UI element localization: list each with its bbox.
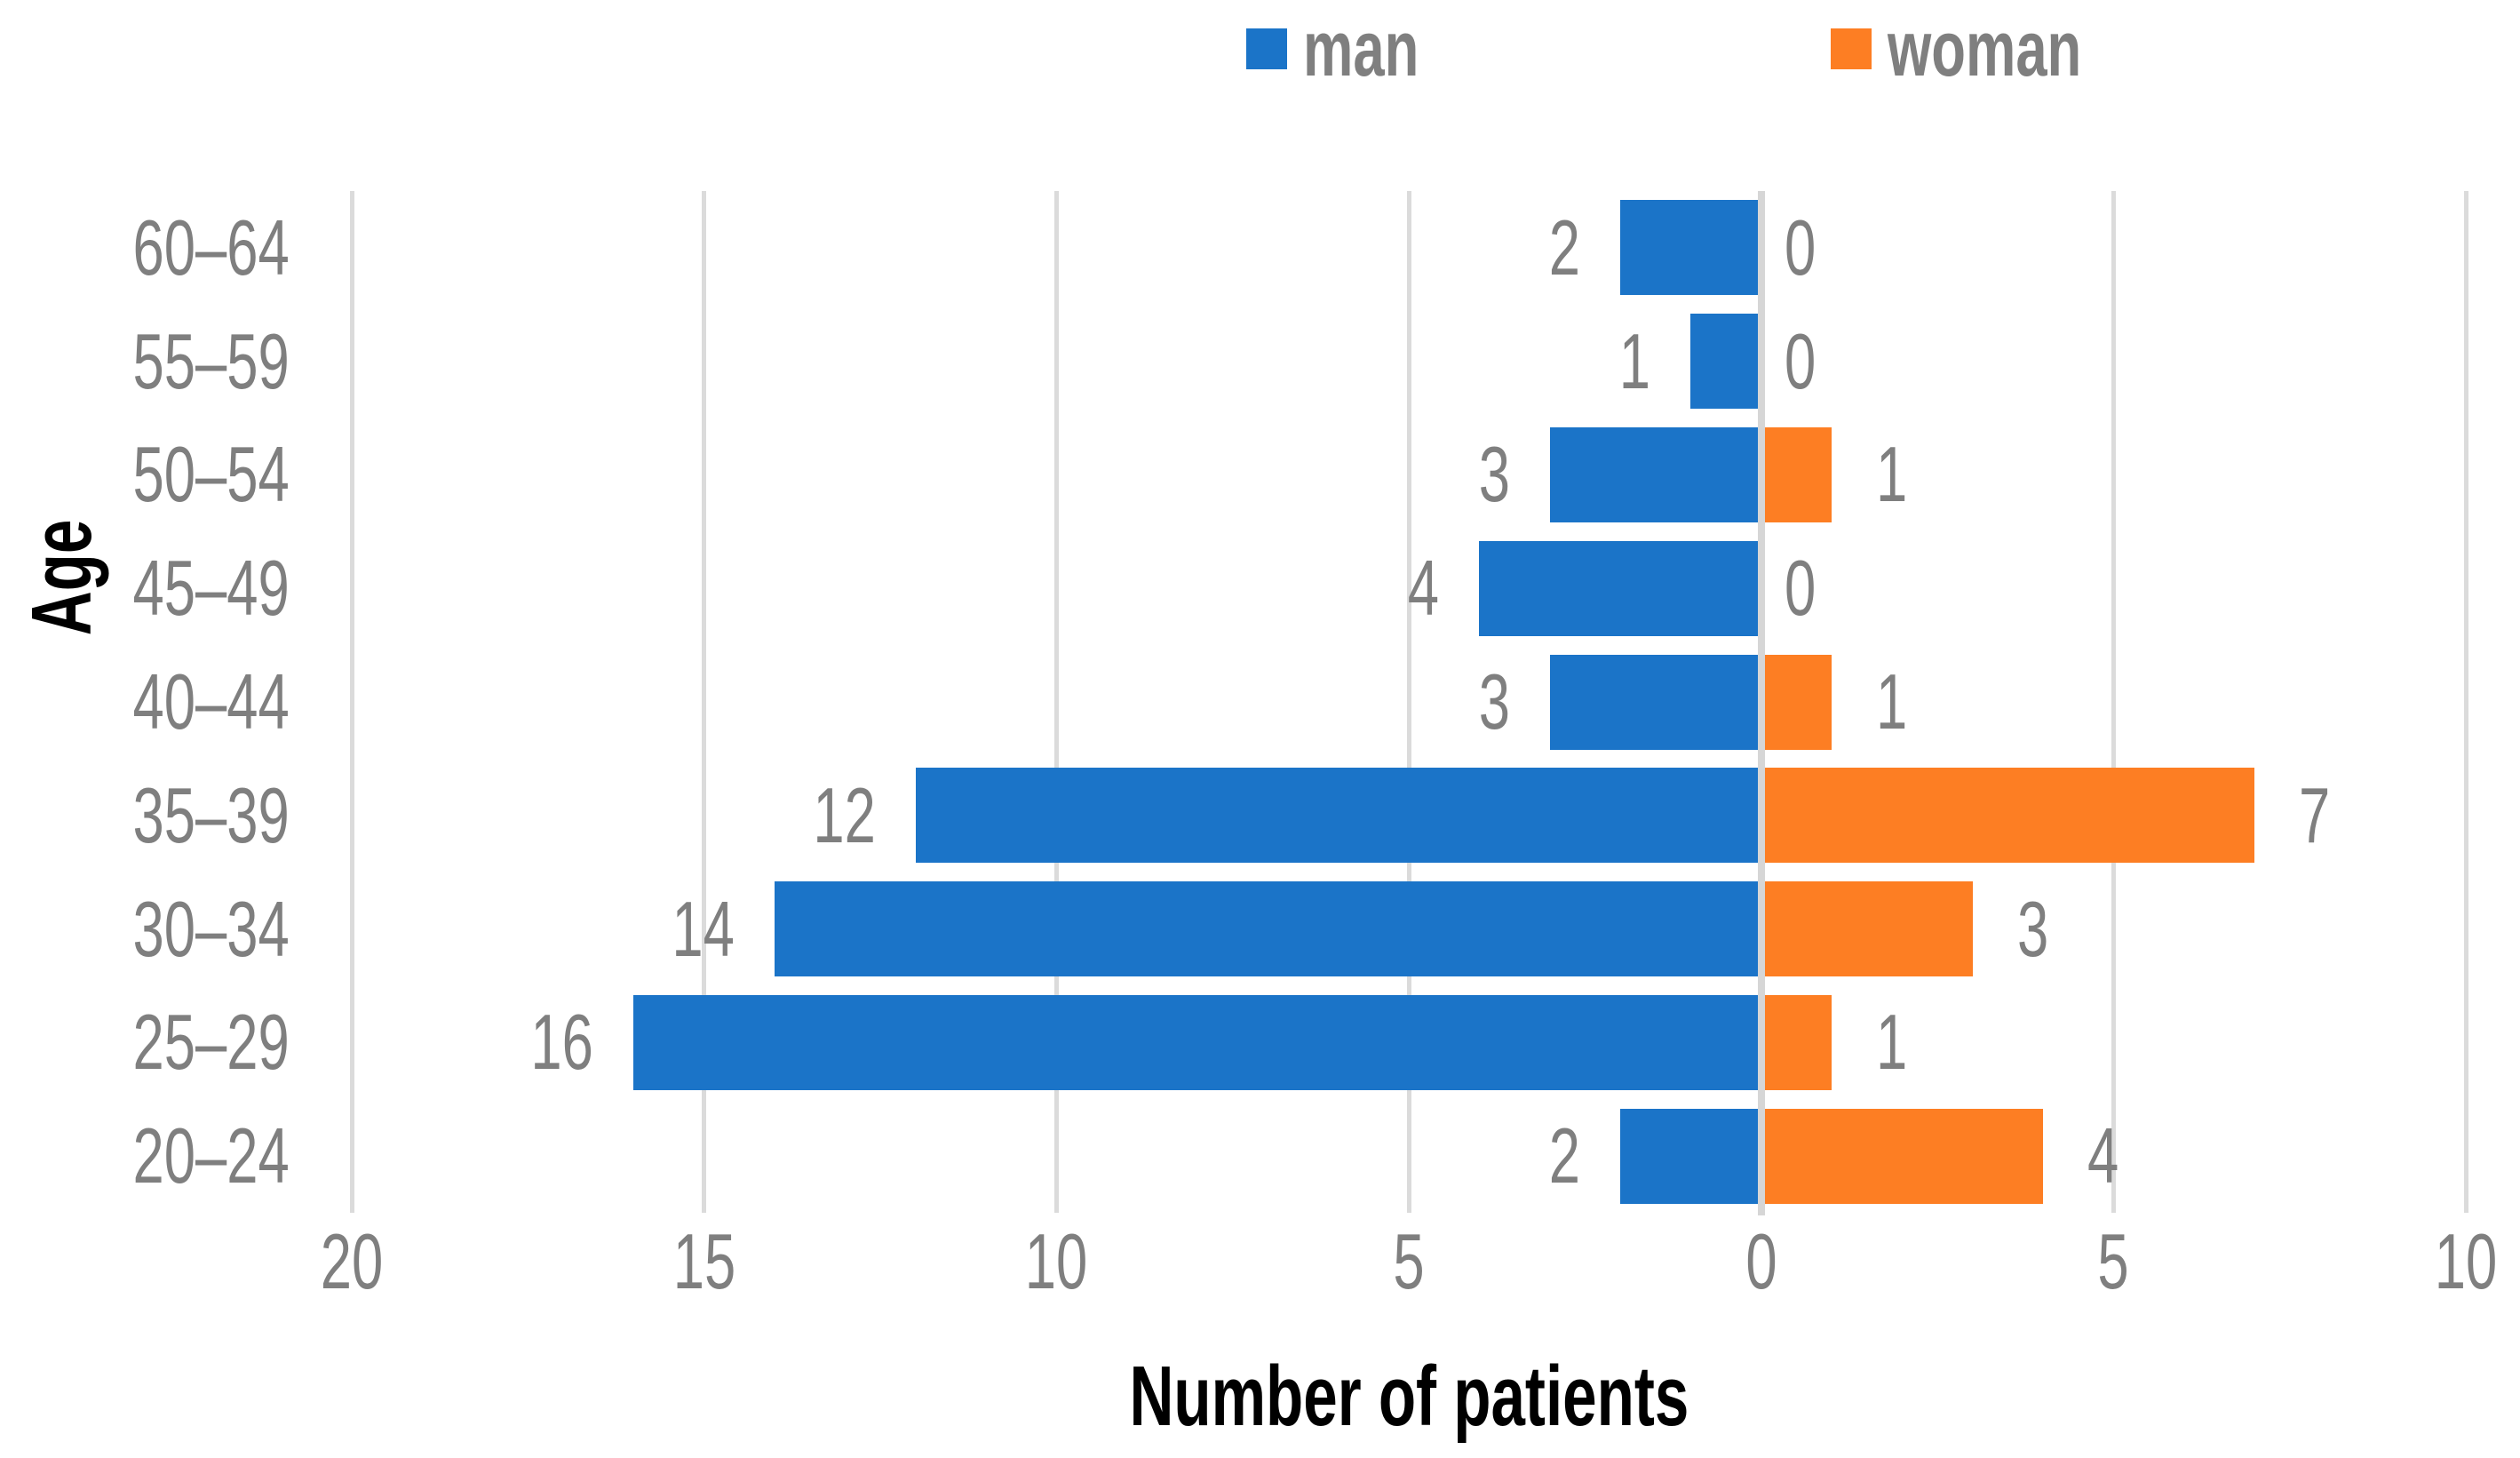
bar-man xyxy=(1549,655,1761,750)
legend-item-man: man xyxy=(1246,10,1464,88)
category-label: 55–59 xyxy=(132,317,290,405)
legend-label-woman: woman xyxy=(1888,4,2082,92)
bar-woman xyxy=(1761,655,1832,750)
category-label: 40–44 xyxy=(132,657,290,745)
bar-woman xyxy=(1761,1109,2043,1204)
x-tick-label: 15 xyxy=(672,1217,735,1305)
x-tick-label: 10 xyxy=(2434,1217,2498,1305)
bar-woman xyxy=(1761,995,1832,1090)
x-axis-title: Number of patients xyxy=(1129,1349,1689,1444)
category-label: 25–29 xyxy=(132,998,290,1086)
x-tick-label: 5 xyxy=(2097,1217,2129,1305)
gridline xyxy=(1053,191,1059,1213)
x-tick-label: 10 xyxy=(1025,1217,1088,1305)
category-label: 50–54 xyxy=(132,430,290,518)
gridline xyxy=(2463,191,2468,1213)
bar-woman xyxy=(1761,768,2254,863)
legend-label-man: man xyxy=(1303,4,1419,92)
data-label-man: 16 xyxy=(530,998,594,1086)
y-axis-category-labels: 60–64 55–59 50–54 45–49 40–44 35–39 30–34 25–29… xyxy=(0,191,290,1213)
data-label-man: 14 xyxy=(672,885,735,973)
data-label-woman: 1 xyxy=(1876,430,1908,518)
x-tick-label: 0 xyxy=(1745,1217,1777,1305)
data-label-woman: 0 xyxy=(1784,203,1816,291)
plot-area: 2 0 1 0 3 1 4 0 3 1 12 7 14 3 16 1 2 4 xyxy=(349,191,2468,1215)
data-label-woman: 0 xyxy=(1784,544,1816,632)
bar-woman xyxy=(1761,427,1832,522)
category-label: 20–24 xyxy=(132,1111,290,1199)
gridline xyxy=(702,191,707,1213)
data-label-woman: 4 xyxy=(2087,1111,2119,1199)
x-tick-label: 5 xyxy=(1393,1217,1425,1305)
x-axis-tick-labels: 20 15 10 5 0 5 10 xyxy=(321,1217,2497,1320)
bar-woman xyxy=(1761,881,1973,976)
data-label-woman: 7 xyxy=(2299,771,2331,859)
bar-man xyxy=(775,881,1761,976)
bar-man xyxy=(915,768,1761,863)
data-label-man: 3 xyxy=(1478,657,1510,745)
legend-item-woman: woman xyxy=(1831,10,2157,88)
legend-swatch-man xyxy=(1246,28,1287,69)
x-tick-label: 20 xyxy=(320,1217,384,1305)
data-label-man: 2 xyxy=(1548,203,1580,291)
bar-man xyxy=(1479,541,1761,636)
data-label-man: 3 xyxy=(1478,430,1510,518)
gridline xyxy=(349,191,354,1213)
category-label: 35–39 xyxy=(132,771,290,859)
bar-man xyxy=(1549,427,1761,522)
category-label: 45–49 xyxy=(132,544,290,632)
category-label: 60–64 xyxy=(132,203,290,291)
legend-swatch-woman xyxy=(1831,28,1872,69)
zero-axis-line xyxy=(1757,191,1765,1215)
gridline xyxy=(1406,191,1411,1213)
category-label: 30–34 xyxy=(132,885,290,973)
bar-man xyxy=(633,995,1761,1090)
bar-man xyxy=(1690,314,1761,409)
data-label-woman: 0 xyxy=(1784,317,1816,405)
data-label-man: 2 xyxy=(1548,1111,1580,1199)
bar-man xyxy=(1620,1109,1761,1204)
data-label-man: 12 xyxy=(813,771,876,859)
data-label-man: 1 xyxy=(1619,317,1651,405)
bar-man xyxy=(1620,200,1761,295)
data-label-woman: 1 xyxy=(1876,998,1908,1086)
data-label-woman: 1 xyxy=(1876,657,1908,745)
data-label-man: 4 xyxy=(1408,544,1440,632)
data-label-woman: 3 xyxy=(2016,885,2048,973)
gridline xyxy=(2111,191,2116,1213)
